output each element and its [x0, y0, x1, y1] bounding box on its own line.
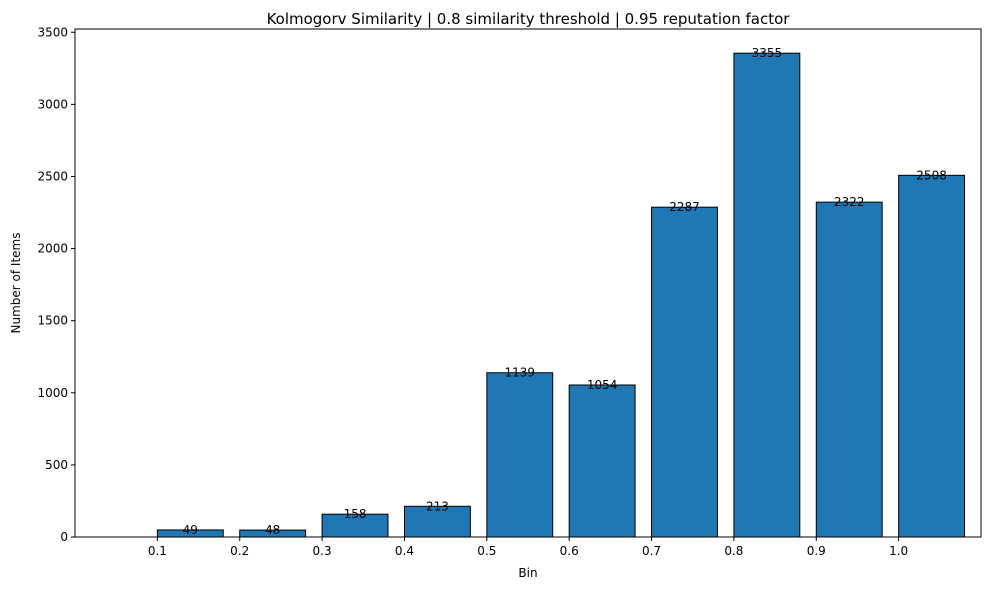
- x-tick-label: 0.4: [395, 544, 414, 558]
- bar-value-label: 3355: [752, 46, 783, 60]
- x-tick-label: 0.2: [230, 544, 249, 558]
- x-tick-label: 0.1: [148, 544, 167, 558]
- x-axis-title: Bin: [518, 566, 537, 580]
- bars-group: [156, 52, 966, 538]
- y-tick-label: 1000: [37, 386, 68, 400]
- x-tick-label: 0.9: [807, 544, 826, 558]
- x-tick-label: 0.8: [724, 544, 743, 558]
- bar-value-label: 1054: [587, 378, 618, 392]
- bar: [651, 206, 718, 538]
- bar-value-label: 213: [426, 499, 449, 513]
- bar: [568, 384, 636, 538]
- y-tick-label: 0: [60, 530, 68, 544]
- plot-frame: [74, 28, 982, 538]
- y-tick-label: 2000: [37, 242, 68, 256]
- x-tick-label: 0.3: [313, 544, 332, 558]
- bar-value-label: 2508: [916, 168, 947, 182]
- y-tick-label: 500: [45, 458, 68, 472]
- bar: [815, 201, 883, 538]
- bar-value-label: 1139: [504, 366, 535, 380]
- x-axis: 0.1 0.2 0.3 0.4 0.5 0.6 0.7 0.8 0.9 1.0: [148, 537, 908, 558]
- data-labels-group: 49 48 158 213 1139 1054 2287 3355 2322 2508: [183, 46, 947, 537]
- y-axis: 0 500 1000 1500 2000 2500 3000 3500: [37, 25, 75, 544]
- bar-value-label: 49: [183, 523, 198, 537]
- bar: [486, 372, 554, 538]
- bar: [898, 174, 966, 538]
- bar-value-label: 158: [344, 507, 367, 521]
- y-tick-label: 1500: [37, 314, 68, 328]
- y-tick-label: 2500: [37, 169, 68, 183]
- y-axis-title: Number of Items: [9, 233, 23, 334]
- y-tick-label: 3000: [37, 97, 68, 111]
- chart-title: Kolmogorv Similarity | 0.8 similarity th…: [267, 10, 791, 28]
- bar: [733, 52, 801, 538]
- bar-value-label: 2322: [834, 195, 865, 209]
- y-tick-label: 3500: [37, 25, 68, 39]
- bar-value-label: 48: [265, 523, 280, 537]
- bar-value-label: 2287: [669, 200, 700, 214]
- x-tick-label: 0.5: [477, 544, 496, 558]
- x-tick-label: 1.0: [889, 544, 908, 558]
- x-tick-label: 0.7: [642, 544, 661, 558]
- x-tick-label: 0.6: [560, 544, 579, 558]
